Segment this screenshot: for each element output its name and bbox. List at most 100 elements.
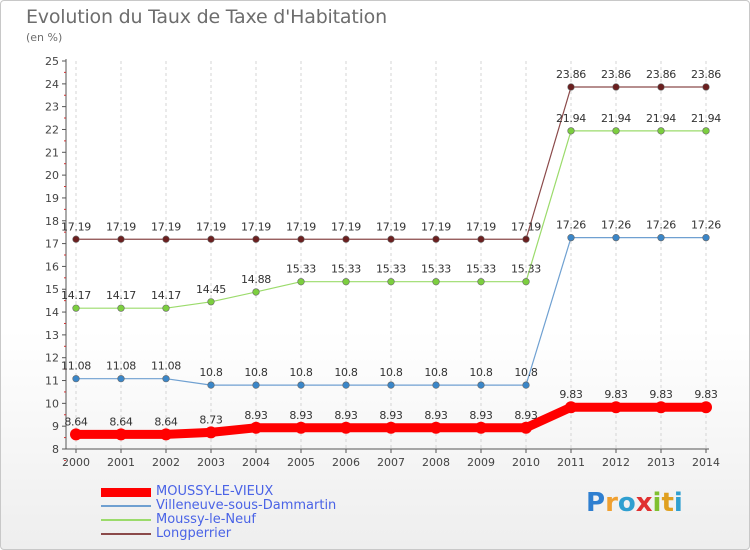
x-tick-label: 2004 bbox=[242, 456, 270, 469]
data-point bbox=[702, 234, 710, 242]
data-point bbox=[297, 381, 305, 389]
data-label: 14.45 bbox=[196, 283, 226, 296]
data-point bbox=[387, 381, 395, 389]
data-point bbox=[567, 234, 575, 242]
y-tick-label: 20 bbox=[45, 169, 59, 182]
data-label: 15.33 bbox=[376, 263, 406, 276]
data-label: 14.17 bbox=[151, 289, 181, 302]
data-label: 8.93 bbox=[334, 409, 358, 422]
data-point bbox=[612, 127, 620, 135]
data-label: 17.19 bbox=[511, 220, 541, 233]
data-point bbox=[162, 375, 170, 383]
logo-letter: x bbox=[635, 488, 653, 518]
data-point bbox=[162, 235, 170, 243]
data-point bbox=[612, 234, 620, 242]
x-tick-label: 2010 bbox=[512, 456, 540, 469]
x-tick-label: 2012 bbox=[602, 456, 630, 469]
logo-letter: t bbox=[661, 488, 674, 518]
data-point bbox=[387, 235, 395, 243]
data-label: 8.93 bbox=[244, 409, 268, 422]
logo-letter: P bbox=[586, 488, 606, 518]
data-point bbox=[387, 278, 395, 286]
data-point bbox=[522, 235, 530, 243]
data-label: 8.64 bbox=[109, 415, 133, 428]
data-label: 15.33 bbox=[511, 263, 541, 276]
y-tick-label: 8 bbox=[52, 443, 59, 456]
data-label: 11.08 bbox=[106, 360, 136, 373]
data-point bbox=[477, 381, 485, 389]
y-tick-label: 9 bbox=[52, 420, 59, 433]
data-point bbox=[432, 381, 440, 389]
x-tick-label: 2007 bbox=[377, 456, 405, 469]
data-point bbox=[520, 421, 532, 434]
x-tick-label: 2002 bbox=[152, 456, 180, 469]
data-label: 11.08 bbox=[151, 360, 181, 373]
x-tick-label: 2008 bbox=[422, 456, 450, 469]
y-tick-label: 23 bbox=[45, 101, 59, 114]
data-label: 8.64 bbox=[64, 415, 88, 428]
data-label: 10.8 bbox=[469, 366, 493, 379]
data-point bbox=[205, 426, 217, 439]
chart-subtitle: (en %) bbox=[26, 31, 63, 44]
data-label: 17.19 bbox=[241, 220, 271, 233]
logo-letter: r bbox=[605, 488, 618, 518]
legend-swatch bbox=[101, 487, 151, 497]
logo-letter: o bbox=[617, 488, 636, 518]
x-tick-label: 2001 bbox=[107, 456, 135, 469]
data-point bbox=[702, 83, 710, 91]
data-label: 17.19 bbox=[151, 220, 181, 233]
data-point bbox=[702, 127, 710, 135]
data-label: 10.8 bbox=[379, 366, 403, 379]
logo-letter: i bbox=[652, 488, 662, 518]
data-label: 8.93 bbox=[469, 409, 493, 422]
y-tick-label: 11 bbox=[45, 375, 59, 388]
x-tick-label: 2014 bbox=[692, 456, 720, 469]
data-label: 8.93 bbox=[514, 409, 538, 422]
data-label: 17.26 bbox=[601, 219, 631, 232]
data-point bbox=[655, 401, 667, 414]
data-label: 8.93 bbox=[424, 409, 448, 422]
y-tick-label: 21 bbox=[45, 146, 59, 159]
data-point bbox=[475, 421, 487, 434]
data-point bbox=[657, 127, 665, 135]
data-point bbox=[340, 421, 352, 434]
data-label: 23.86 bbox=[601, 68, 631, 81]
x-tick-label: 2011 bbox=[557, 456, 585, 469]
data-point bbox=[70, 428, 82, 441]
data-point bbox=[72, 235, 80, 243]
data-point bbox=[295, 421, 307, 434]
chart-title: Evolution du Taux de Taxe d'Habitation bbox=[26, 6, 387, 28]
data-label: 8.73 bbox=[199, 413, 223, 426]
data-label: 8.93 bbox=[289, 409, 313, 422]
y-tick-label: 10 bbox=[45, 397, 59, 410]
data-label: 14.17 bbox=[106, 289, 136, 302]
data-point bbox=[207, 298, 215, 306]
data-label: 17.19 bbox=[286, 220, 316, 233]
y-tick-label: 13 bbox=[45, 329, 59, 342]
data-label: 10.8 bbox=[334, 366, 358, 379]
data-label: 21.94 bbox=[691, 112, 721, 125]
data-point bbox=[115, 428, 127, 441]
y-tick-label: 15 bbox=[45, 283, 59, 296]
data-label: 17.19 bbox=[466, 220, 496, 233]
data-label: 14.88 bbox=[241, 273, 271, 286]
data-point bbox=[565, 401, 577, 414]
legend-swatch bbox=[101, 505, 151, 507]
data-point bbox=[252, 235, 260, 243]
data-point bbox=[430, 421, 442, 434]
y-tick-label: 16 bbox=[45, 260, 59, 273]
line-chart: 8 9 10 11 12 13 14 15 16 17 18 19 20 21 22 23 24 25 2000 20… bbox=[45, 55, 722, 469]
data-point bbox=[567, 83, 575, 91]
data-label: 23.86 bbox=[691, 68, 721, 81]
data-point bbox=[342, 235, 350, 243]
y-tick-label: 12 bbox=[45, 352, 59, 365]
data-point bbox=[610, 401, 622, 414]
data-point bbox=[252, 288, 260, 296]
y-tick-label: 17 bbox=[45, 238, 59, 251]
data-label: 17.19 bbox=[196, 220, 226, 233]
data-point bbox=[72, 304, 80, 312]
data-label: 9.83 bbox=[649, 388, 673, 401]
y-tick-label: 22 bbox=[45, 123, 59, 136]
proxiti-logo: Proxiti bbox=[586, 488, 683, 518]
